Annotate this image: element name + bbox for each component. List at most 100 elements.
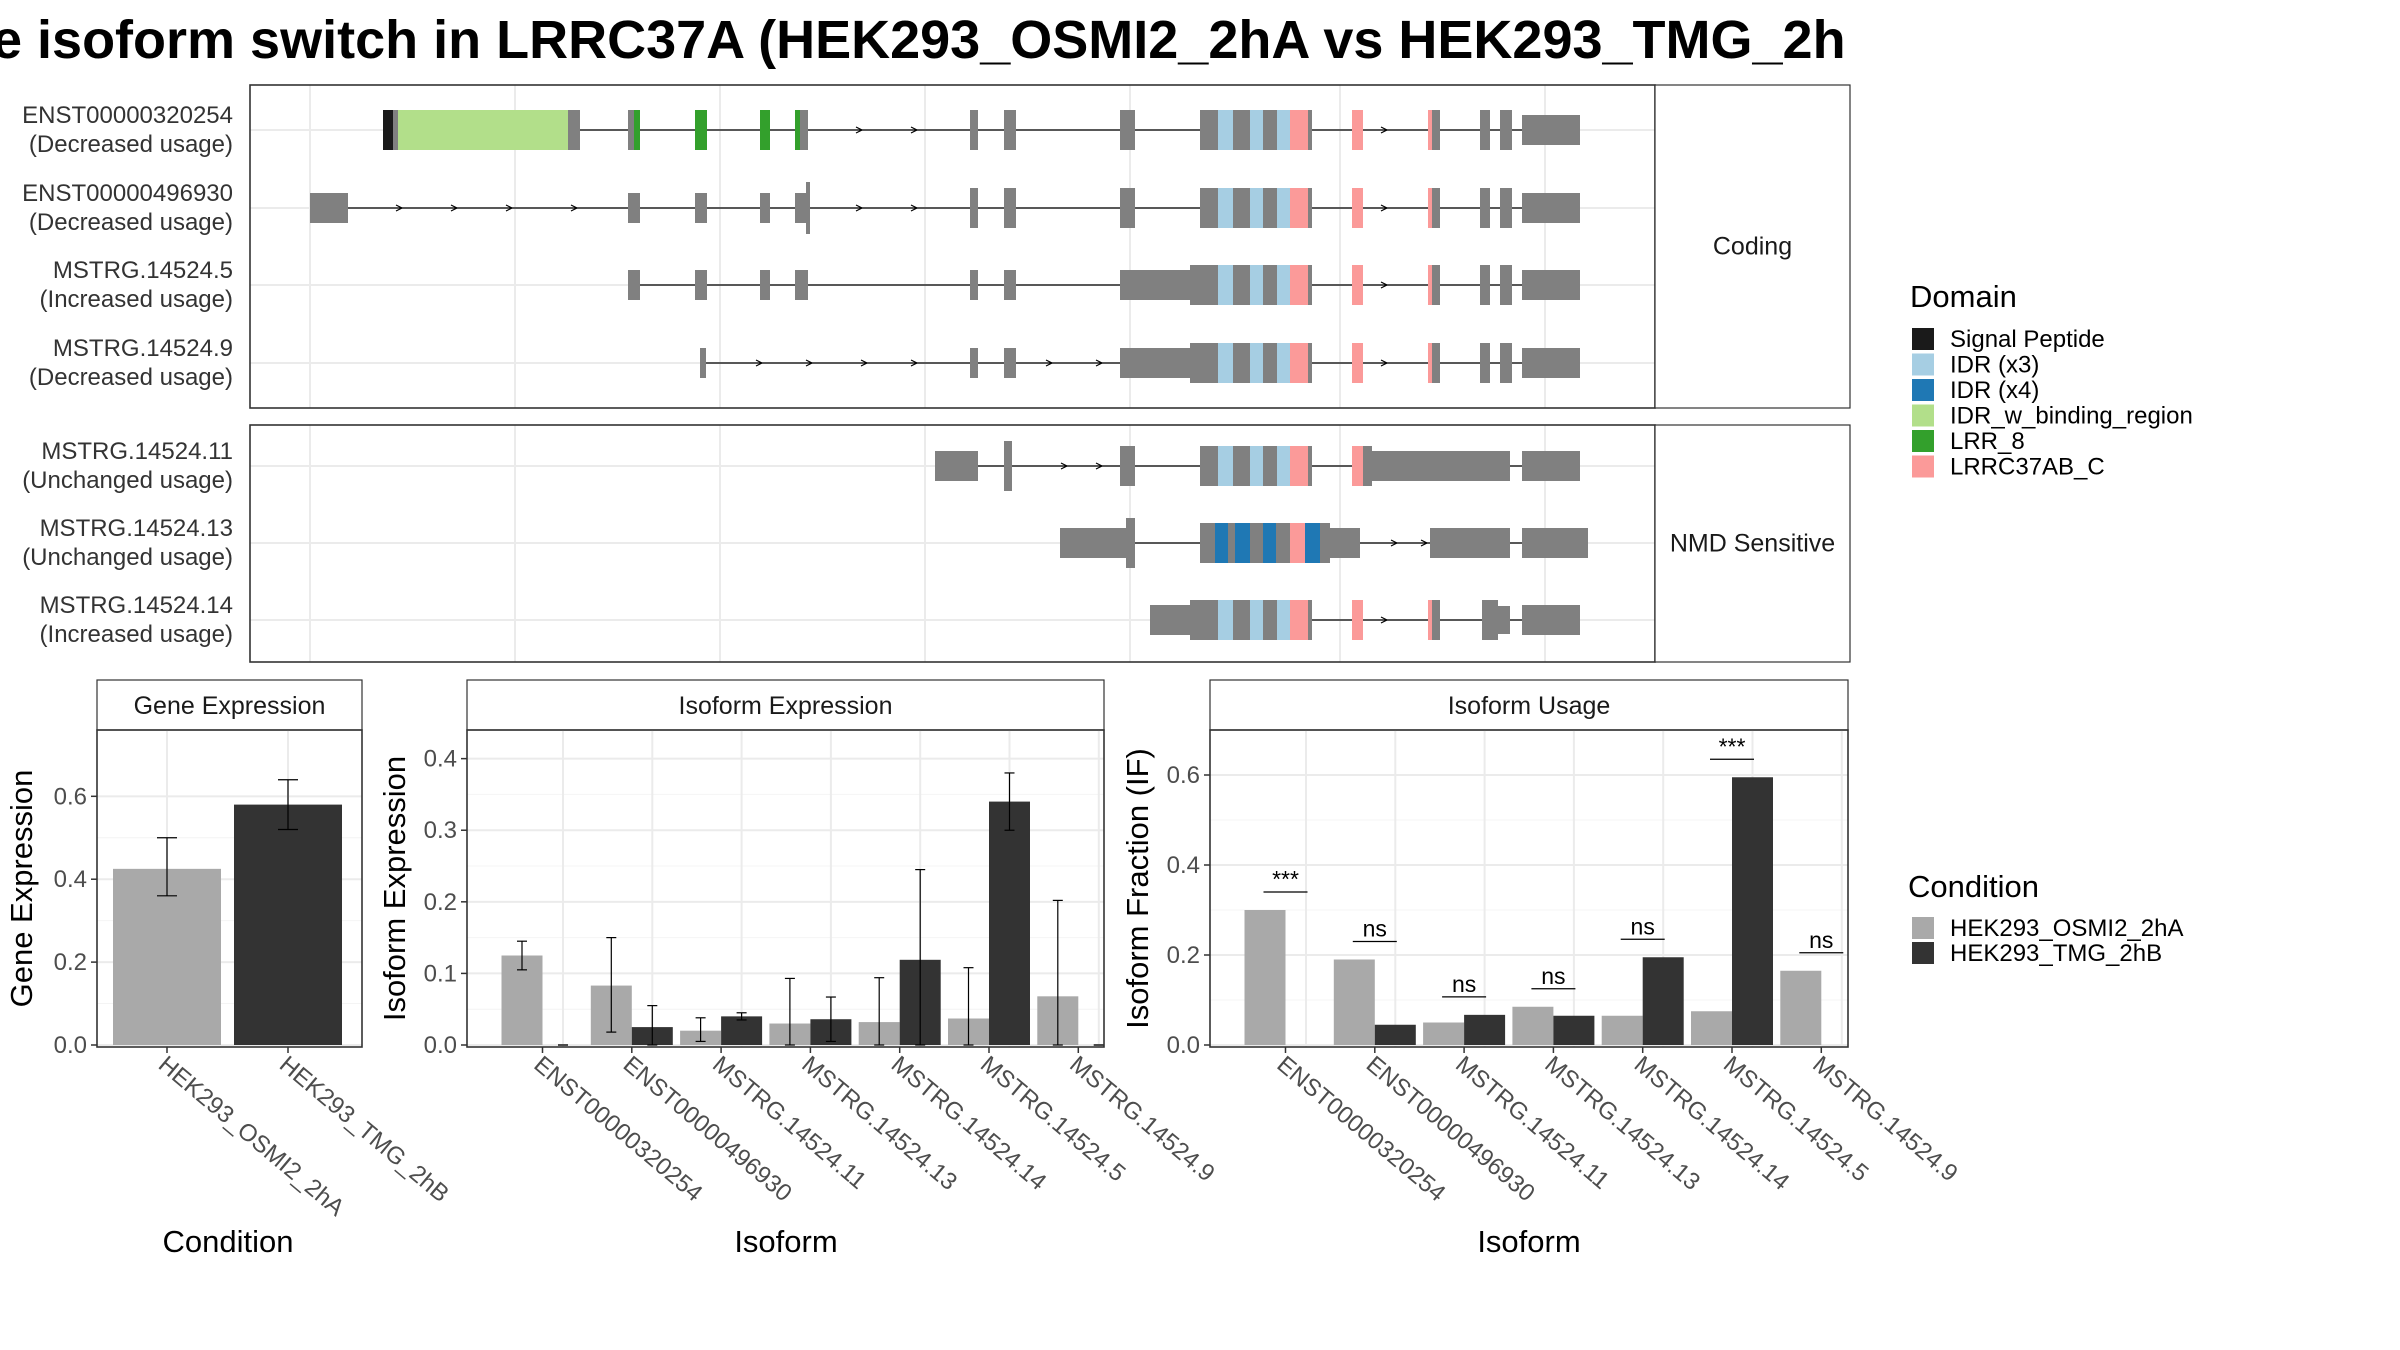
exon bbox=[1263, 188, 1277, 228]
significance-label: *** bbox=[1272, 866, 1299, 892]
exon bbox=[1277, 265, 1290, 305]
exon bbox=[1277, 110, 1290, 150]
exon bbox=[1218, 600, 1233, 640]
bar bbox=[1333, 959, 1375, 1045]
exon bbox=[1432, 343, 1440, 383]
strand-arrow bbox=[860, 359, 869, 367]
y-tick-label: 0.0 bbox=[54, 1032, 87, 1059]
y-tick-label: 0.4 bbox=[54, 866, 87, 893]
legend-label: IDR_w_binding_region bbox=[1950, 403, 2193, 430]
significance-label: ns bbox=[1541, 963, 1565, 989]
y-tick-label: 0.4 bbox=[1167, 852, 1200, 879]
legend-swatch bbox=[1912, 353, 1934, 376]
isoform-name-label: ENST00000496930 bbox=[22, 180, 233, 207]
exon bbox=[398, 110, 568, 150]
facet-strip bbox=[1654, 84, 1851, 409]
y-axis-title: Gene Expression bbox=[4, 770, 39, 1008]
strand-arrow bbox=[505, 204, 514, 212]
x-tick-label: ENST00000496930 bbox=[1361, 1051, 1540, 1207]
exon bbox=[1228, 523, 1235, 563]
exon bbox=[695, 110, 707, 150]
isoform-usage-label: (Decreased usage) bbox=[29, 364, 233, 391]
exon bbox=[1432, 600, 1440, 640]
isoform-name-label: MSTRG.14524.13 bbox=[40, 515, 233, 542]
bar bbox=[1374, 1024, 1416, 1045]
exon bbox=[1308, 343, 1312, 383]
isoform-name-label: MSTRG.14524.5 bbox=[53, 257, 233, 284]
exon bbox=[1250, 343, 1263, 383]
exon bbox=[1190, 600, 1200, 640]
strand-arrow bbox=[1380, 126, 1389, 134]
exon bbox=[1263, 523, 1276, 563]
exon bbox=[1290, 110, 1308, 150]
legend-title: Condition bbox=[1908, 869, 2039, 904]
isoform-track: ENST00000496930(Decreased usage) bbox=[22, 180, 1580, 236]
chart-title: Isoform Expression bbox=[679, 692, 893, 720]
exon bbox=[1522, 451, 1580, 481]
exon bbox=[1480, 265, 1490, 305]
exon bbox=[1120, 348, 1195, 378]
y-tick-label: 0.2 bbox=[1167, 942, 1200, 969]
isoform-usage-label: (Increased usage) bbox=[40, 621, 233, 648]
strand-arrow bbox=[805, 359, 814, 367]
bar bbox=[1244, 910, 1286, 1045]
exon bbox=[1200, 523, 1215, 563]
isoform-track: MSTRG.14524.11(Unchanged usage) bbox=[22, 438, 1580, 494]
significance-label: ns bbox=[1363, 916, 1387, 942]
strand-arrow bbox=[1095, 359, 1104, 367]
y-tick-label: 0.0 bbox=[1167, 1032, 1200, 1059]
exon bbox=[970, 110, 978, 150]
chart-2: Isoform Expression 0.0 0.1 0.2 0.3 0.4 ENST000… bbox=[377, 679, 1220, 1259]
y-tick-label: 0.2 bbox=[424, 889, 457, 916]
exon bbox=[1250, 523, 1263, 563]
strand-arrow bbox=[1045, 359, 1054, 367]
strand-arrow bbox=[1380, 616, 1389, 624]
exon bbox=[1330, 528, 1360, 558]
x-tick-label: MSTRG.14524.14 bbox=[886, 1051, 1052, 1196]
legend-label: LRRC37AB_C bbox=[1950, 454, 2105, 481]
significance-label: ns bbox=[1452, 971, 1476, 997]
isoform-usage-label: (Unchanged usage) bbox=[22, 544, 233, 571]
panel-border bbox=[96, 729, 363, 1048]
exon bbox=[1200, 446, 1218, 486]
bar bbox=[1423, 1022, 1465, 1045]
exon bbox=[1308, 446, 1312, 486]
strand-arrow bbox=[450, 204, 459, 212]
figure-title: e isoform switch in LRRC37A (HEK293_OSMI… bbox=[0, 10, 1846, 70]
exon bbox=[1308, 188, 1312, 228]
exon bbox=[1428, 110, 1432, 150]
exon bbox=[1218, 110, 1233, 150]
x-tick-label: MSTRG.14524.11 bbox=[707, 1051, 871, 1195]
exon bbox=[1290, 523, 1305, 563]
legend-label: IDR (x3) bbox=[1950, 352, 2039, 379]
exon bbox=[1004, 110, 1016, 150]
exon bbox=[310, 193, 348, 223]
exon bbox=[1432, 265, 1440, 305]
exon bbox=[760, 193, 770, 223]
bar bbox=[234, 804, 342, 1045]
facet-strip bbox=[96, 679, 363, 731]
exon bbox=[1498, 606, 1510, 634]
exon bbox=[1235, 523, 1250, 563]
x-tick-label: MSTRG.14524.13 bbox=[1540, 1051, 1706, 1196]
exon bbox=[1277, 343, 1290, 383]
strand-arrow bbox=[910, 204, 919, 212]
y-tick-label: 0.0 bbox=[424, 1032, 457, 1059]
strand-arrow bbox=[1420, 539, 1429, 547]
isoform-track: MSTRG.14524.14(Increased usage) bbox=[40, 592, 1580, 648]
facet-label: NMD Sensitive bbox=[1670, 530, 1835, 558]
exon bbox=[1004, 348, 1016, 378]
exon bbox=[1522, 270, 1580, 300]
strand-arrow bbox=[395, 204, 404, 212]
exon bbox=[1290, 600, 1308, 640]
legend-label: HEK293_OSMI2_2hA bbox=[1950, 915, 2183, 942]
isoform-name-label: MSTRG.14524.14 bbox=[40, 592, 233, 619]
facet-label: Coding bbox=[1713, 233, 1792, 261]
exon bbox=[1352, 265, 1363, 305]
exon bbox=[970, 348, 978, 378]
legend-swatch bbox=[1912, 942, 1934, 964]
exon bbox=[970, 188, 978, 228]
exon bbox=[1120, 446, 1135, 486]
